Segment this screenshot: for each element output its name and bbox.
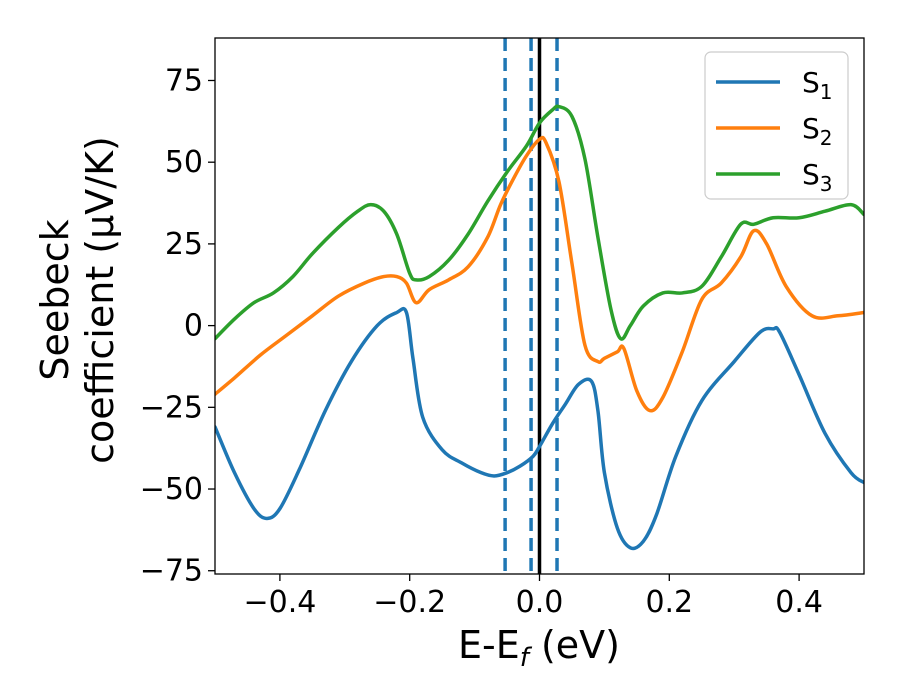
y-tick-label: 50 bbox=[165, 145, 203, 180]
series-line-s2 bbox=[215, 135, 864, 413]
x-tick-label: 0.2 bbox=[645, 585, 693, 620]
legend-label-main: S bbox=[802, 112, 820, 145]
y-axis-title-line2: coefficient (μV/K) bbox=[78, 136, 122, 464]
legend-label-sub: 3 bbox=[820, 172, 833, 196]
y-tick-label: 0 bbox=[184, 309, 203, 344]
series-lines bbox=[215, 104, 864, 551]
legend-label-sub: 1 bbox=[820, 80, 833, 104]
y-axis-title-line1: Seebeck bbox=[33, 219, 77, 380]
legend-label-main: S bbox=[802, 158, 820, 191]
y-tick-label: 25 bbox=[165, 227, 203, 262]
y-tick-label: −50 bbox=[140, 472, 203, 507]
legend-label-s2: S2 bbox=[802, 112, 833, 150]
series-line-s1 bbox=[215, 306, 864, 551]
legend-box bbox=[704, 51, 849, 200]
y-axis-title: Seebeck coefficient (μV/K) bbox=[33, 136, 122, 464]
legend-label-main: S bbox=[802, 66, 820, 99]
y-tick-label: 75 bbox=[165, 63, 203, 98]
legend-label-s1: S1 bbox=[802, 66, 833, 104]
legend-label-s3: S3 bbox=[802, 158, 833, 196]
legend-label-sub: 2 bbox=[820, 126, 833, 150]
x-axis-title-main: E-E bbox=[458, 623, 520, 667]
x-axis-ticks: −0.4 −0.2 0.0 0.2 0.4 bbox=[243, 574, 823, 620]
x-axis-title-unit: (eV) bbox=[529, 623, 620, 667]
x-tick-label: −0.4 bbox=[243, 585, 316, 620]
x-axis-title: E-Ef (eV) bbox=[458, 623, 620, 673]
x-tick-label: 0.4 bbox=[775, 585, 823, 620]
x-tick-label: −0.2 bbox=[373, 585, 446, 620]
y-tick-label: −25 bbox=[140, 390, 203, 425]
series-line-s3 bbox=[215, 104, 864, 341]
x-tick-label: 0.0 bbox=[516, 585, 564, 620]
reference-lines bbox=[503, 38, 559, 574]
y-tick-label: −75 bbox=[140, 554, 203, 589]
y-axis-ticks: −75 −50 −25 0 25 50 75 bbox=[140, 63, 215, 589]
